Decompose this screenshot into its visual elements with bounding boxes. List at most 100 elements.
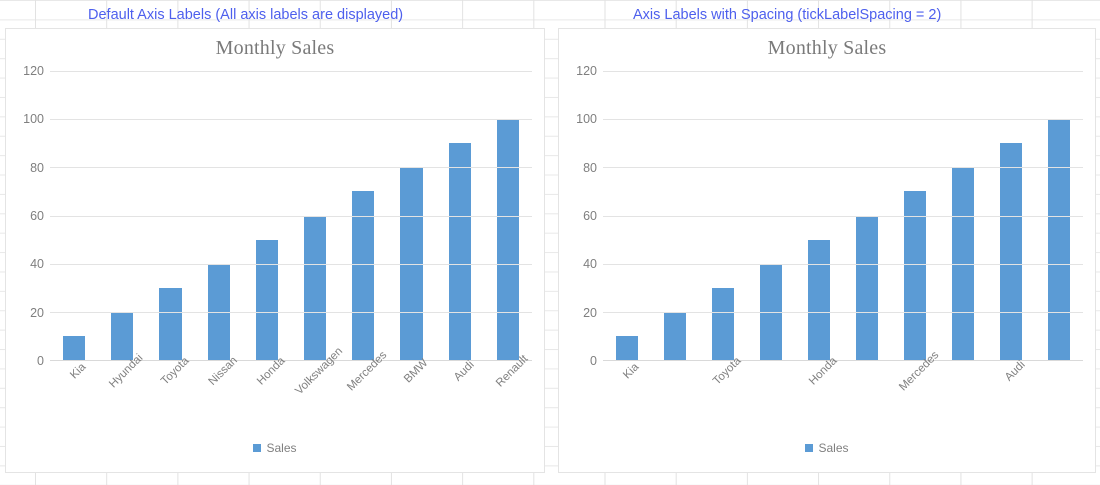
y-axis-tick-label: 0 [590, 354, 597, 368]
y-axis-tick-label: 60 [583, 209, 597, 223]
category-slot: Kia [50, 361, 98, 441]
gridline [50, 311, 532, 313]
gridline [603, 311, 1083, 313]
x-axis-category-labels: Kia Toyota Honda Mercedes Audi [603, 349, 1083, 441]
gridline [603, 263, 1083, 265]
bar-slot [50, 71, 98, 360]
bar[interactable] [855, 215, 879, 360]
category-slot: Hyundai [98, 352, 146, 441]
bar[interactable] [1047, 119, 1071, 360]
chart-default-axis-labels[interactable]: Monthly Sales 120 100 80 60 40 20 0 Kia Hyundai… [5, 28, 545, 473]
bar[interactable] [159, 287, 182, 360]
chart-title: Monthly Sales [215, 37, 335, 59]
bar-series [603, 71, 1083, 360]
bar[interactable] [255, 239, 278, 360]
legend-label: Sales [266, 441, 297, 455]
y-axis-tick-label: 80 [30, 160, 44, 175]
bar[interactable] [448, 143, 471, 360]
category-slot: Toyota [146, 355, 194, 441]
bar-slot [1035, 71, 1083, 360]
bar-slot [484, 71, 532, 360]
legend-swatch-icon [253, 444, 262, 452]
chart-legend[interactable]: Sales [559, 441, 1095, 455]
plot-canvas [50, 71, 532, 361]
y-axis-tick-label: 20 [30, 305, 44, 320]
plot-area: 120 100 80 60 40 20 0 [6, 64, 544, 368]
y-axis-tick-label: 60 [30, 209, 44, 223]
category-slot: Renault [484, 353, 532, 441]
x-axis-tick-label: Kia [68, 361, 89, 382]
plot-canvas [603, 71, 1083, 361]
chart-legend[interactable]: Sales [6, 441, 544, 455]
category-slot [1035, 363, 1083, 441]
gridline [50, 119, 532, 121]
bar-slot [843, 71, 891, 360]
y-axis-tick-label: 80 [583, 160, 597, 175]
x-axis-tick-label: Audi [451, 358, 477, 384]
category-slot: Toyota [699, 355, 747, 441]
bar-slot [699, 71, 747, 360]
y-axis: 120 100 80 60 40 20 0 [559, 64, 603, 368]
gridline [50, 167, 532, 169]
y-axis-tick-label: 0 [37, 354, 44, 368]
y-axis-tick-label: 20 [583, 305, 597, 320]
x-axis-tick-label: BMW [401, 357, 430, 386]
bar[interactable] [304, 215, 327, 360]
bar[interactable] [663, 311, 687, 360]
category-slot: Volkswagen [291, 345, 345, 441]
caption-default-axis-labels: Default Axis Labels (All axis labels are… [88, 7, 404, 23]
x-axis-tick-label: Kia [621, 361, 642, 382]
y-axis-tick-label: 100 [23, 112, 44, 127]
category-slot: Audi [436, 359, 484, 441]
gridline [603, 71, 1083, 72]
bar-slot [243, 71, 291, 360]
chart-spaced-axis-labels[interactable]: Monthly Sales 120 100 80 60 40 20 0 Kia Toyota H… [558, 28, 1096, 473]
gridline [603, 167, 1083, 169]
bar-slot [436, 71, 484, 360]
category-slot: Honda [795, 355, 843, 441]
bar[interactable] [711, 287, 735, 360]
gridline [603, 215, 1083, 217]
gridline [50, 215, 532, 217]
bar[interactable] [111, 311, 134, 360]
category-slot [939, 363, 987, 441]
bar[interactable] [496, 119, 520, 360]
category-slot [651, 363, 699, 441]
caption-spaced-axis-labels: Axis Labels with Spacing (tickLabelSpaci… [633, 7, 942, 23]
gridline [50, 71, 532, 72]
bar[interactable] [63, 335, 86, 360]
bar-slot [651, 71, 699, 360]
category-slot: Mercedes [891, 349, 941, 441]
bar-slot [795, 71, 843, 360]
bar-slot [291, 71, 339, 360]
y-axis-tick-label: 40 [30, 257, 44, 272]
legend-label: Sales [818, 441, 849, 455]
bar[interactable] [999, 143, 1023, 360]
y-axis: 120 100 80 60 40 20 0 [6, 64, 50, 368]
category-slot: Kia [603, 361, 651, 441]
bar[interactable] [807, 239, 831, 360]
bar-slot [146, 71, 194, 360]
chart-title: Monthly Sales [767, 37, 887, 59]
category-slot: Honda [243, 355, 291, 441]
bar-slot [98, 71, 146, 360]
plot-area: 120 100 80 60 40 20 0 [559, 64, 1095, 368]
bar[interactable] [352, 191, 375, 360]
bar[interactable] [903, 191, 927, 360]
y-axis-tick-label: 120 [23, 64, 44, 78]
gridline [603, 119, 1083, 121]
bar-slot [891, 71, 939, 360]
x-axis-category-labels: Kia Hyundai Toyota Nissan Honda Volkswagen Mer… [50, 345, 532, 441]
y-axis-tick-label: 40 [583, 257, 597, 272]
y-axis-tick-label: 120 [576, 64, 597, 78]
category-slot [747, 363, 795, 441]
legend-swatch-icon [805, 444, 814, 452]
category-slot: BMW [387, 357, 435, 441]
category-slot: Mercedes [339, 349, 389, 441]
category-slot: Nissan [195, 355, 243, 441]
bar-slot [603, 71, 651, 360]
y-axis-tick-label: 100 [576, 112, 597, 127]
category-slot [843, 363, 891, 441]
bar-slot [987, 71, 1035, 360]
bar[interactable] [615, 335, 639, 360]
